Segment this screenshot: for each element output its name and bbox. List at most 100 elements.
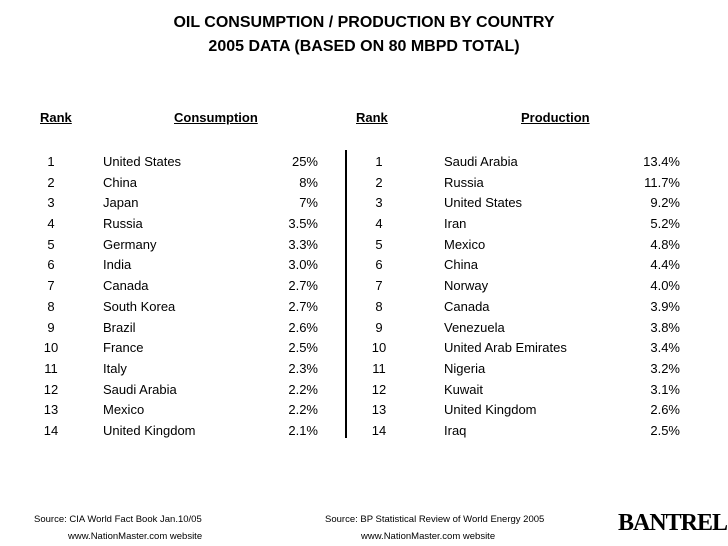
table-cell-rank: 12 [43,381,59,397]
table-cell-country: Germany [103,236,157,252]
table-cell-rank: 7 [47,278,55,294]
table-cell-country: Mexico [444,236,486,252]
table-cell-value: 7% [299,195,318,211]
table-cell-rank: 5 [375,236,383,252]
bantrel-logo: BANTREL [618,510,728,536]
table-cell-rank: 13 [43,402,59,418]
table-cell-country: Canada [444,298,490,314]
production-header: Production [521,110,590,125]
table-cell-rank: 11 [372,360,386,376]
table-cell-rank: 4 [375,216,383,232]
table-cell-rank: 8 [375,298,383,314]
table-cell-rank: 5 [47,236,55,252]
table-cell-country: Brazil [103,319,136,335]
table-cell-rank: 1 [375,154,383,169]
table-cell-value: 2.1% [288,422,318,438]
table-cell-country: Venezuela [444,319,505,335]
table-cell-rank: 10 [371,340,387,356]
table-cell-country: United Kingdom [444,402,537,418]
table-cell-value: 2.5% [650,422,680,438]
table-cell-rank: 6 [47,257,55,273]
table-cell-value: 3.9% [650,298,680,314]
table-cell-value: 2.2% [288,381,318,397]
table-cell-value: 3.0% [288,257,318,273]
table-cell-rank: 9 [375,319,383,335]
table-cell-country: Nigeria [444,360,486,376]
consumption-rank-header: Rank [40,110,72,125]
table-cell-value: 11.7% [644,174,680,190]
table-cell-value: 4.4% [650,257,680,273]
table-cell-rank: 2 [47,174,55,190]
table-cell-country: Saudi Arabia [103,381,177,397]
table-cell-value: 4.8% [650,236,680,252]
table-cell-country: India [103,257,132,273]
table-cell-value: 13.4% [643,154,680,169]
table-cell-value: 3.3% [288,236,318,252]
table-cell-rank: 7 [375,278,383,294]
source-left: Source: CIA World Fact Book Jan.10/05 [34,514,202,525]
table-cell-value: 2.3% [288,360,318,376]
table-cell-country: Saudi Arabia [444,154,518,169]
source-right: Source: BP Statistical Review of World E… [325,514,545,525]
table-cell-country: Kuwait [444,381,484,397]
table-cell-rank: 2 [375,174,383,190]
table-cell-rank: 9 [47,319,55,335]
table-cell-value: 2.7% [288,278,318,294]
table-cell-value: 9.2% [650,195,680,211]
table-cell-country: United States [103,154,182,169]
production-rank-header: Rank [356,110,388,125]
consumption-value-column: 25% 8% 7% 3.5% 3.3% 3.0% 2.7% 2.7% 2.6% 2.5% 2.3% 2… [258,152,318,442]
table-cell-country: Russia [444,174,484,190]
table-cell-country: United States [444,195,523,211]
table-divider [345,150,347,438]
table-cell-country: South Korea [103,298,176,314]
consumption-country-column: United States China Japan Russia Germany Indi… [103,152,273,442]
table-cell-country: United Kingdom [103,422,196,438]
table-cell-value: 3.4% [650,340,680,356]
table-cell-value: 3.1% [650,381,680,397]
consumption-rank-column: 1 2 3 4 5 6 7 8 9 10 11 12 13 14 [38,152,64,442]
table-cell-value: 2.5% [288,340,318,356]
title-line-1: OIL CONSUMPTION / PRODUCTION BY COUNTRY [173,14,555,31]
table-cell-rank: 3 [375,195,383,211]
table-cell-country: Iran [444,216,467,232]
table-cell-value: 3.2% [650,360,680,376]
consumption-header: Consumption [174,110,258,125]
table-cell-country: Canada [103,278,149,294]
table-cell-value: 2.2% [288,402,318,418]
table-cell-rank: 14 [371,422,387,438]
table-cell-country: China [444,257,478,273]
table-cell-rank: 13 [371,402,387,418]
production-rank-column: 1 2 3 4 5 6 7 8 9 10 11 12 13 14 [366,152,392,442]
table-cell-country: Norway [444,278,489,294]
table-cell-value: 3.8% [650,319,680,335]
table-cell-rank: 1 [47,154,55,169]
table-cell-country: China [103,174,137,190]
title-line-2: 2005 DATA (BASED ON 80 MBPD TOTAL) [208,38,520,55]
production-country-column: Saudi Arabia Russia United States Iran Mexic… [444,152,614,442]
table-cell-country: Italy [103,360,127,376]
production-value-column: 13.4% 11.7% 9.2% 5.2% 4.8% 4.4% 4.0% 3.9% 3.8% 3.… [620,152,680,442]
table-cell-country: Russia [103,216,143,232]
table-cell-rank: 11 [44,360,58,376]
table-cell-rank: 14 [43,422,59,438]
table-cell-value: 25% [291,154,318,169]
source-left-website: www.NationMaster.com website [68,531,203,542]
table-cell-rank: 3 [47,195,55,211]
table-cell-country: Mexico [103,402,145,418]
table-cell-value: 2.6% [288,319,318,335]
source-right-website: www.NationMaster.com website [361,531,496,542]
table-cell-rank: 4 [47,216,55,232]
table-cell-value: 2.6% [650,402,680,418]
table-cell-value: 2.7% [288,298,318,314]
table-cell-country: France [103,340,144,356]
table-cell-rank: 10 [43,340,59,356]
table-cell-value: 5.2% [650,216,680,232]
table-cell-rank: 6 [375,257,383,273]
table-cell-country: Japan [103,195,139,211]
table-cell-country: United Arab Emirates [444,340,567,356]
table-cell-rank: 12 [371,381,387,397]
table-cell-country: Iraq [444,422,467,438]
table-cell-value: 8% [299,174,318,190]
table-cell-rank: 8 [47,298,55,314]
